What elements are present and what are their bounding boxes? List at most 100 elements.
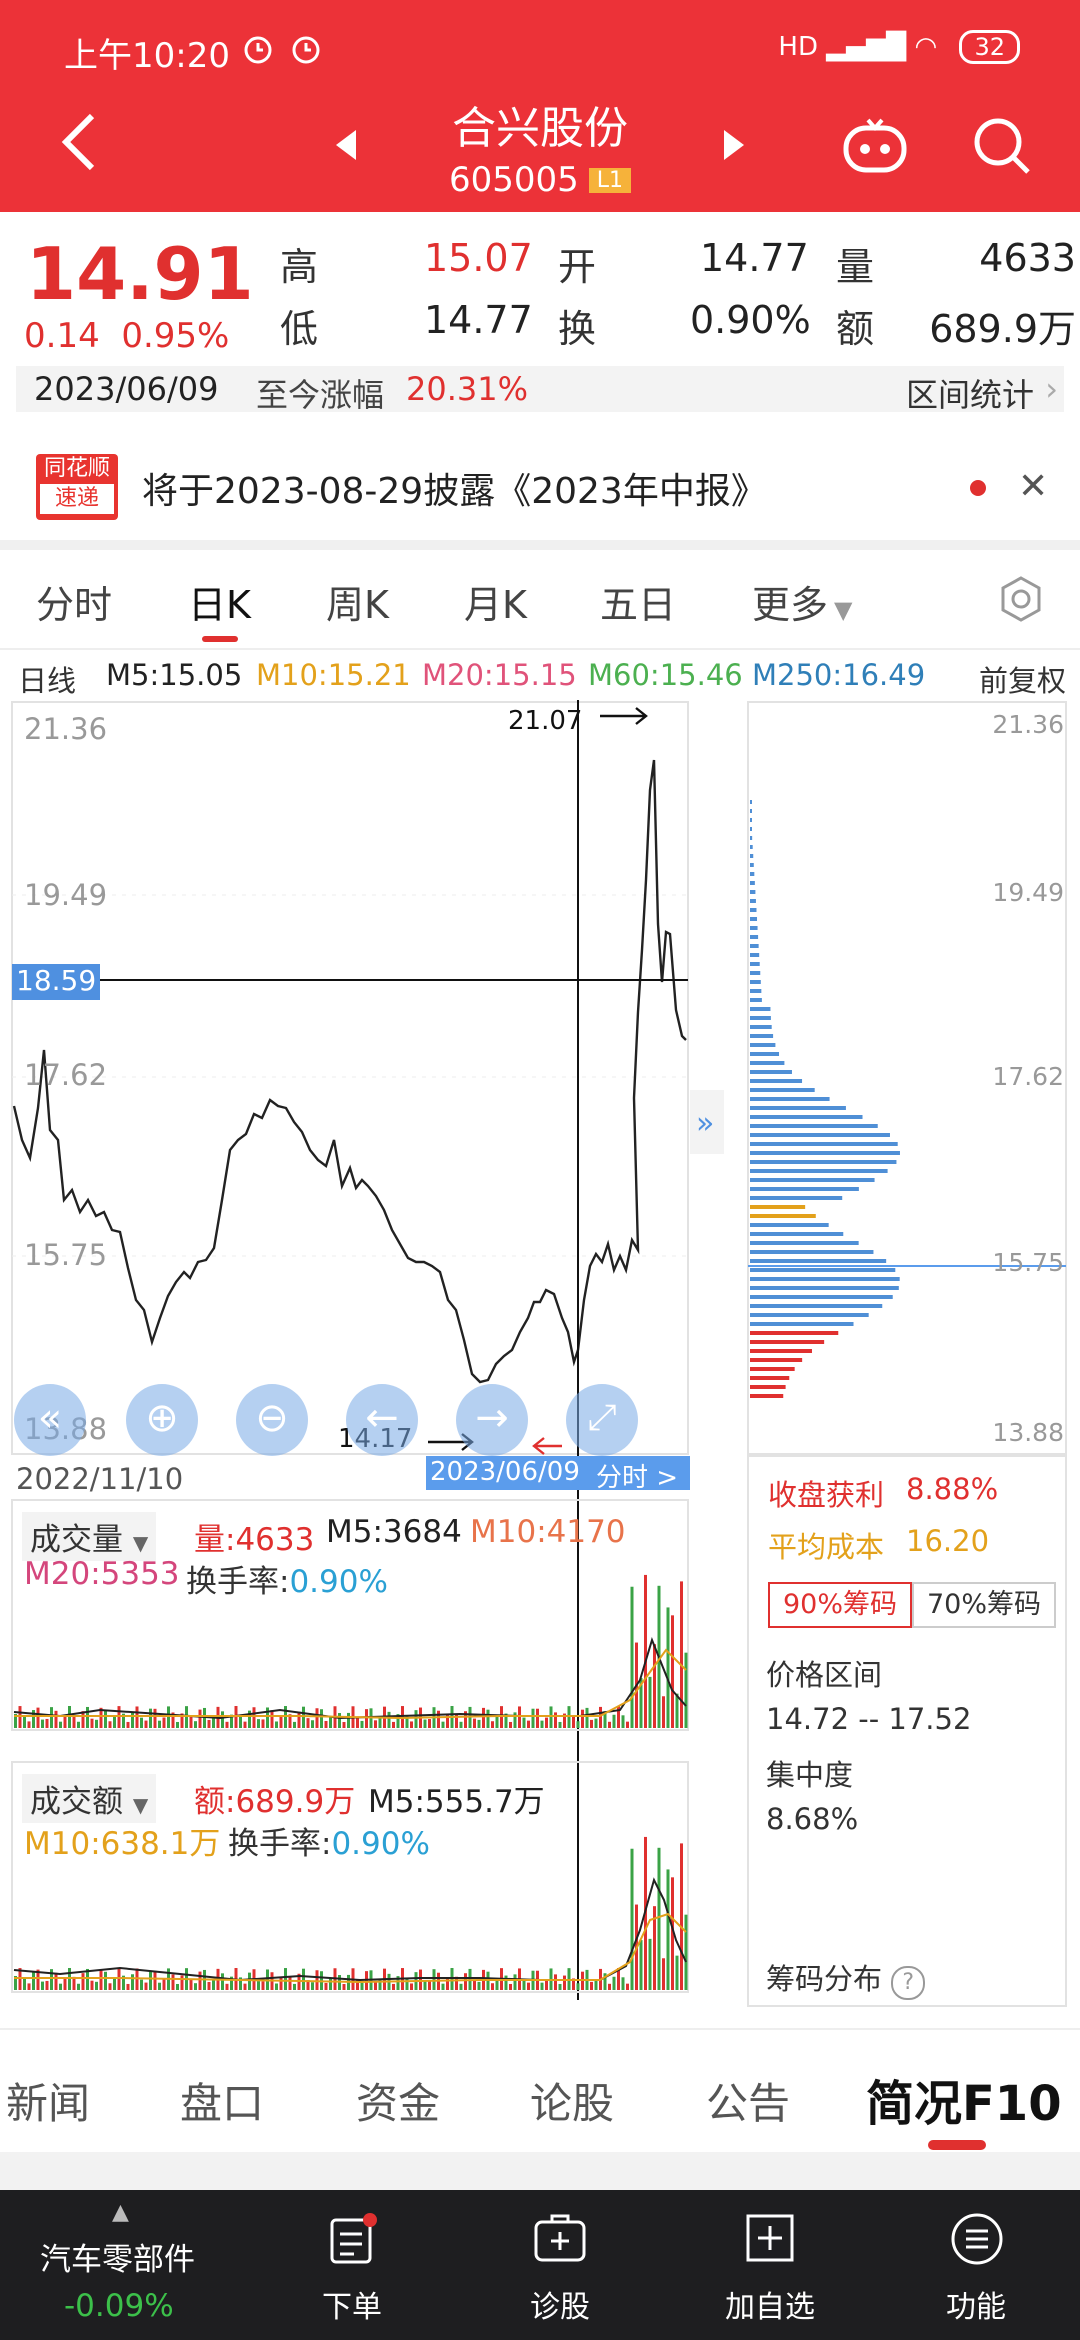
chip-bar	[750, 1142, 898, 1146]
amount-bar	[171, 1974, 175, 1990]
chip-bar	[750, 1052, 780, 1056]
robot-icon[interactable]	[842, 116, 908, 176]
back-arrow-icon[interactable]	[60, 112, 100, 172]
volume-bar	[59, 1721, 62, 1728]
double-left-icon: «	[37, 1395, 63, 1441]
chip-90-button[interactable]: 90%筹码	[768, 1582, 912, 1628]
chip-70-button[interactable]: 70%筹码	[912, 1582, 1056, 1628]
chip-bar	[750, 1313, 869, 1317]
notice-banner[interactable]: 同花顺 速递 将于2023-08-29披露《2023年中报》 ✕	[0, 432, 1080, 542]
amount-bar	[572, 1978, 575, 1990]
volume-bar	[599, 1706, 602, 1728]
volume-bar	[410, 1721, 413, 1728]
alarm-icon	[244, 36, 272, 64]
tab-intraday[interactable]: 分时	[36, 583, 113, 627]
volume-bar	[509, 1721, 512, 1728]
chip-tick-3: 17.62	[992, 1062, 1064, 1091]
range-stat-bar[interactable]: 2023/06/09 至今涨幅 20.31% 区间统计 ›	[16, 366, 1064, 414]
scroll-left-button[interactable]: «	[14, 1384, 86, 1456]
volume-bar	[279, 1715, 283, 1728]
crosshair-date-box[interactable]	[426, 1456, 690, 1490]
amount-bar	[653, 1906, 656, 1990]
volume-bar	[671, 1615, 674, 1728]
price-range-label: 价格区间	[766, 1658, 883, 1692]
y-tick-1: 21.36	[24, 712, 108, 746]
chip-bar	[750, 980, 761, 984]
kline-chart-area[interactable]: »	[0, 700, 1080, 2020]
chip-distribution-link[interactable]: 筹码分布 ?	[766, 1956, 926, 2000]
fullscreen-button[interactable]: ⤢	[566, 1384, 638, 1456]
range-stat-link[interactable]: 区间统计	[905, 376, 1034, 414]
amount-bar	[315, 1970, 319, 1990]
tab-five-day[interactable]: 五日	[600, 583, 677, 627]
chip-bar	[750, 809, 752, 813]
bottom-toolbar	[0, 2190, 1080, 2340]
tab-announcements[interactable]: 公告	[706, 2079, 791, 2128]
add-watchlist-icon[interactable]	[744, 2212, 796, 2264]
arrow-right-icon: →	[475, 1395, 509, 1441]
amount-bar	[284, 1968, 287, 1990]
volume-bar	[513, 1712, 517, 1728]
divider	[0, 648, 1080, 650]
close-icon[interactable]: ✕	[1018, 466, 1049, 507]
high-label: 高	[280, 245, 319, 289]
chip-bar	[750, 1340, 825, 1344]
amount-indicator-select[interactable]: 成交额 ▼	[22, 1774, 157, 1823]
turnover-value: 0.90%	[690, 298, 811, 342]
move-right-button[interactable]: →	[456, 1384, 528, 1456]
chip-bars	[750, 800, 900, 1398]
diagnose-icon[interactable]	[532, 2212, 588, 2266]
chip-bar	[750, 872, 755, 876]
volume-indicator-select[interactable]: 成交量 ▼	[22, 1512, 157, 1561]
volume-bar	[455, 1714, 458, 1728]
chip-bar	[750, 1205, 806, 1209]
amount-bar	[464, 1973, 467, 1990]
order-icon[interactable]	[328, 2212, 378, 2266]
chip-bar	[750, 827, 752, 831]
chip-bar	[750, 953, 760, 957]
amount-bar	[684, 1914, 688, 1990]
amount-ma5	[13, 1877, 687, 1982]
volume-bar	[374, 1720, 377, 1728]
y-tick-3: 17.62	[24, 1058, 108, 1092]
amount-bar	[554, 1974, 557, 1990]
menu-icon[interactable]	[950, 2212, 1004, 2266]
change-value: 0.14	[24, 316, 100, 356]
tab-discussion[interactable]: 论股	[530, 2079, 615, 2128]
search-icon[interactable]	[972, 116, 1032, 176]
amount-bar	[576, 1983, 580, 1990]
zoom-in-button[interactable]: ⊕	[126, 1384, 198, 1456]
tab-weekly-k[interactable]: 周K	[326, 583, 389, 627]
crosshair-intraday-link[interactable]: 分时 >	[596, 1463, 679, 1493]
volume-bar	[158, 1720, 161, 1728]
move-left-button[interactable]: ←	[346, 1384, 418, 1456]
tab-orderbook[interactable]: 盘口	[180, 2079, 265, 2128]
chip-bar	[750, 1331, 839, 1335]
prev-stock-icon[interactable]	[334, 128, 358, 162]
tab-monthly-k[interactable]: 月K	[464, 583, 527, 627]
zoom-out-button[interactable]: ⊖	[236, 1384, 308, 1456]
volume-bar	[495, 1716, 499, 1728]
volume-bar	[581, 1709, 584, 1728]
volume-bar	[473, 1718, 476, 1728]
chip-bar	[750, 1061, 785, 1065]
y-tick-4: 15.75	[24, 1238, 108, 1272]
tab-news[interactable]: 新闻	[6, 2079, 91, 2128]
chip-bar	[750, 1250, 874, 1254]
expand-handle[interactable]	[690, 1090, 724, 1154]
tab-daily-k[interactable]: 日K	[188, 583, 251, 627]
tab-f10[interactable]: 简况F10	[866, 2076, 1062, 2132]
amount-turnover: 换手率:0.90%	[228, 1818, 430, 1863]
price-adjust-toggle[interactable]: 前复权	[978, 664, 1066, 698]
amount-turnover-value: 0.90%	[331, 1826, 430, 1862]
tab-funds[interactable]: 资金	[356, 2079, 441, 2128]
amount-bar	[657, 1847, 661, 1990]
volume-bar	[603, 1711, 607, 1728]
amount-bar	[99, 1969, 103, 1990]
next-stock-icon[interactable]	[722, 128, 746, 162]
tab-more[interactable]: 更多 ▼	[752, 574, 852, 629]
settings-icon[interactable]	[996, 574, 1046, 624]
sector-name[interactable]: 汽车零部件	[40, 2242, 195, 2278]
amount-bar	[545, 1979, 548, 1990]
chip-bar	[750, 1376, 790, 1380]
